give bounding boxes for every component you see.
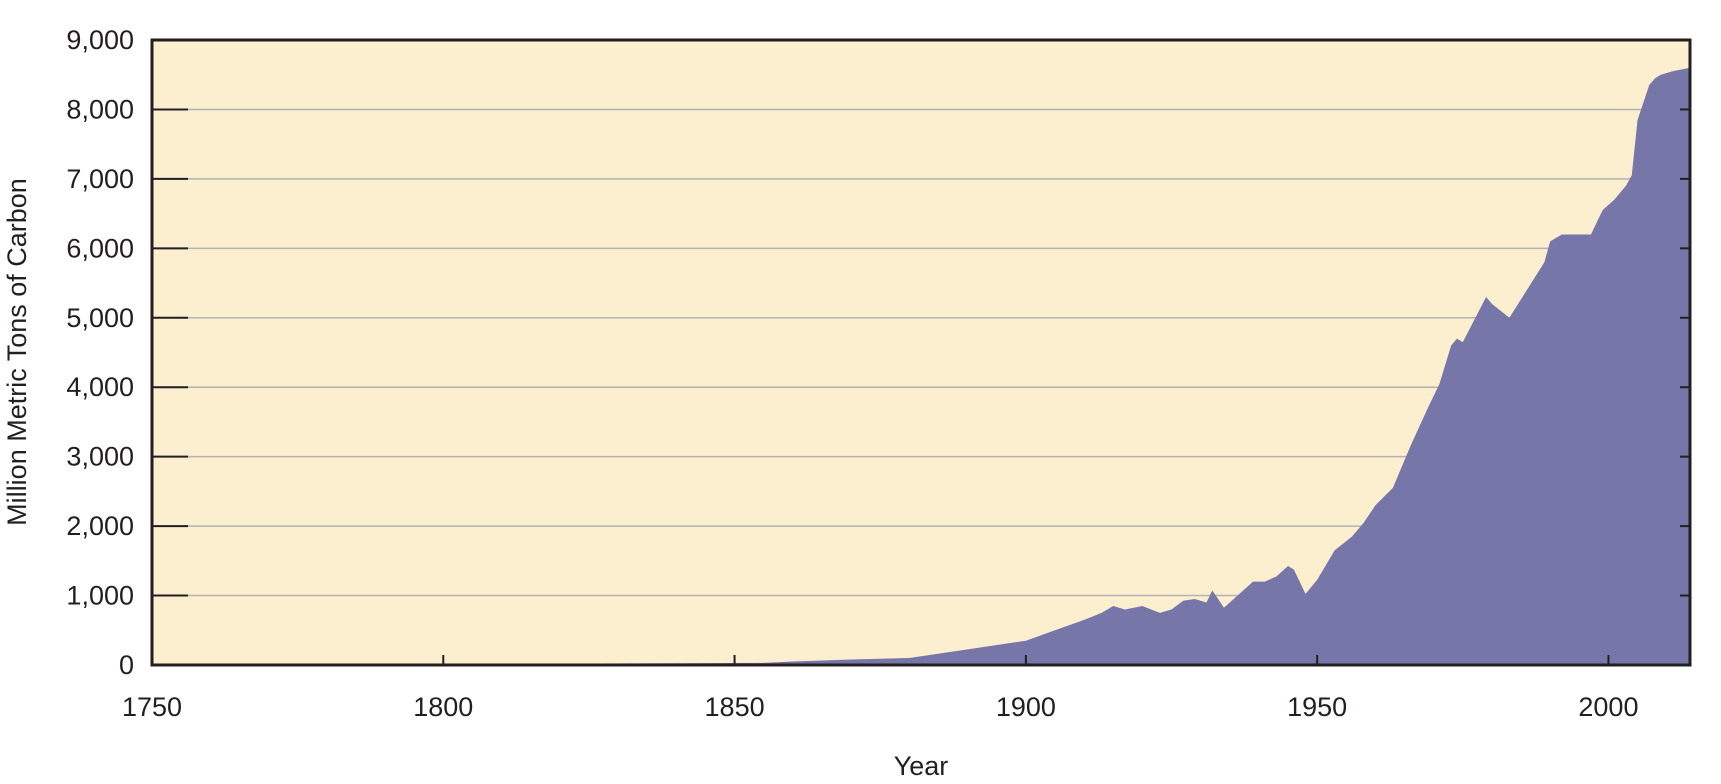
x-tick-label: 2000 bbox=[1578, 692, 1638, 722]
x-tick-label: 1950 bbox=[1287, 692, 1347, 722]
y-tick-label: 7,000 bbox=[66, 164, 134, 194]
y-tick-label: 6,000 bbox=[66, 233, 134, 263]
x-tick-label: 1900 bbox=[996, 692, 1056, 722]
y-tick-label: 3,000 bbox=[66, 442, 134, 472]
y-axis: 0 1,000 2,000 3,000 4,000 5,000 6,000 7,000 8,00… bbox=[66, 25, 1690, 680]
y-tick-label: 8,000 bbox=[66, 94, 134, 124]
x-tick-label: 1750 bbox=[122, 692, 182, 722]
y-tick-label: 1,000 bbox=[66, 581, 134, 611]
x-axis-title: Year bbox=[894, 751, 949, 781]
emissions-area bbox=[157, 67, 1690, 665]
y-tick-label: 4,000 bbox=[66, 372, 134, 402]
y-tick-label: 0 bbox=[119, 650, 134, 680]
y-tick-label: 5,000 bbox=[66, 303, 134, 333]
x-axis: 1750 1800 1850 1900 1950 2000 bbox=[122, 655, 1638, 722]
y-tick-label: 2,000 bbox=[66, 511, 134, 541]
x-tick-label: 1850 bbox=[705, 692, 765, 722]
gridlines bbox=[152, 108, 1690, 597]
y-axis-title: Million Metric Tons of Carbon bbox=[2, 178, 32, 526]
y-tick-label: 9,000 bbox=[66, 25, 134, 55]
x-tick-label: 1800 bbox=[413, 692, 473, 722]
plot-frame bbox=[150, 38, 1692, 667]
